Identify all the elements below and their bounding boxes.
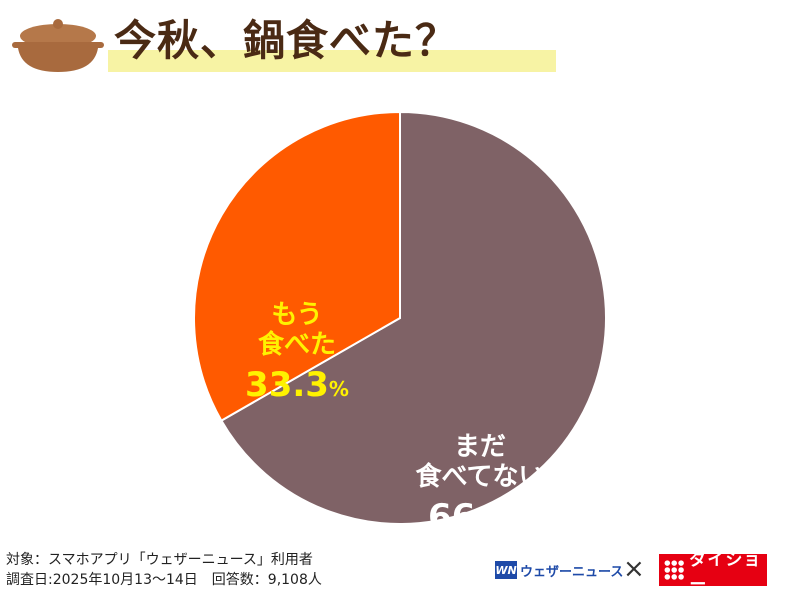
logo-separator: × [623, 554, 645, 584]
weathernews-logo: WN ウェザーニュース [495, 558, 623, 582]
slice-label-line2: 食べた [257, 330, 336, 360]
header: 今秋、鍋食べた？ [0, 0, 800, 90]
pie-chart-svg [193, 110, 607, 525]
slice-value: 66.7 [428, 497, 512, 537]
clay-pot-icon [12, 19, 104, 72]
slice-label-eaten: もう 食べた 33.3% [222, 300, 372, 410]
slice-label-line1: もう [271, 300, 323, 330]
slice-percentage: 33.3% [222, 364, 372, 410]
slice-label-not-eaten: まだ 食べてない 66.7% [395, 432, 565, 542]
slice-value: 33.3 [245, 365, 329, 405]
percent-sign: % [511, 509, 532, 533]
slice-label-line2: 食べてない [415, 462, 545, 492]
slice-percentage: 66.7% [395, 496, 565, 542]
pie-slice-1 [193, 110, 401, 422]
survey-target: 対象：スマホアプリ「ウェザーニュース」利用者 [6, 552, 313, 568]
slice-label-line1: まだ [453, 432, 506, 462]
survey-date-count: 調査日:2025年10月13～14日 回答数：9,108人 [6, 572, 322, 588]
daisho-mark-icon [664, 560, 684, 580]
percent-sign: % [328, 377, 349, 401]
pie-slice-0 [220, 110, 607, 525]
sponsor-logos: WN ウェザーニュース × ダイショー [495, 550, 795, 595]
daisho-name: ダイショー [689, 550, 762, 595]
daisho-logo: ダイショー [659, 550, 767, 595]
weathernews-mark-icon: WN [495, 561, 517, 579]
weathernews-name: ウェザーニュース [520, 564, 624, 580]
page-title: 今秋、鍋食べた？ [114, 16, 459, 65]
survey-footnote: 対象：スマホアプリ「ウェザーニュース」利用者 調査日:2025年10月13～14… [6, 550, 322, 590]
pie-chart: もう 食べた 33.3% まだ 食べてない 66.7% [0, 100, 800, 540]
title-highlight [108, 50, 556, 72]
